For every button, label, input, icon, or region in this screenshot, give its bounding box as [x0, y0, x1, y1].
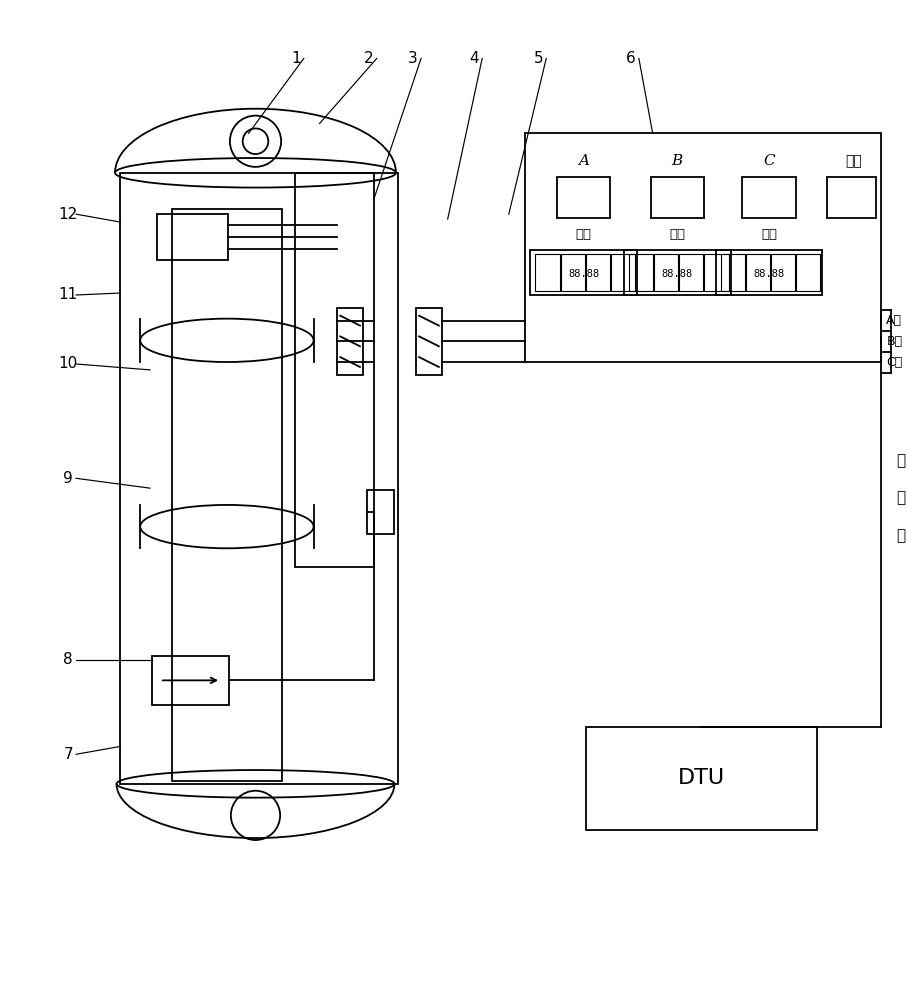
- Text: 88.88: 88.88: [662, 269, 693, 279]
- Text: 2: 2: [364, 51, 374, 66]
- Text: B相: B相: [886, 335, 902, 348]
- Text: 88.88: 88.88: [568, 269, 600, 279]
- Bar: [416, 308, 442, 375]
- Bar: [152, 656, 229, 705]
- Text: C相: C相: [886, 356, 902, 369]
- Bar: [157, 214, 228, 260]
- Bar: [171, 209, 282, 781]
- Text: A: A: [578, 154, 590, 168]
- Bar: [716, 250, 823, 295]
- Bar: [535, 254, 560, 291]
- Bar: [746, 254, 770, 291]
- Text: 12: 12: [59, 207, 78, 222]
- Text: 线: 线: [896, 528, 905, 543]
- Text: 11: 11: [59, 287, 78, 302]
- Bar: [629, 254, 653, 291]
- Bar: [366, 490, 395, 534]
- Bar: [679, 254, 704, 291]
- Text: 温度: 温度: [576, 228, 591, 241]
- Bar: [295, 173, 374, 567]
- Text: C: C: [763, 154, 775, 168]
- Bar: [561, 254, 585, 291]
- Text: A相: A相: [886, 314, 902, 327]
- Bar: [721, 254, 745, 291]
- Bar: [610, 254, 635, 291]
- Text: 7: 7: [63, 747, 73, 762]
- Bar: [742, 177, 795, 218]
- Text: B: B: [672, 154, 683, 168]
- Text: 无: 无: [896, 453, 905, 468]
- Bar: [771, 254, 795, 291]
- Text: 10: 10: [59, 356, 78, 371]
- Text: 1: 1: [291, 51, 301, 66]
- Text: 温度: 温度: [761, 228, 777, 241]
- Bar: [121, 173, 398, 784]
- Text: 3: 3: [408, 51, 418, 66]
- Text: 6: 6: [626, 51, 636, 66]
- Bar: [531, 250, 637, 295]
- Bar: [337, 308, 363, 375]
- Text: 5: 5: [533, 51, 543, 66]
- Bar: [654, 254, 678, 291]
- Bar: [650, 177, 704, 218]
- Text: 8: 8: [63, 652, 73, 667]
- Bar: [586, 727, 817, 830]
- Text: DTU: DTU: [678, 768, 725, 788]
- Bar: [705, 254, 728, 291]
- Bar: [524, 133, 882, 362]
- Text: 9: 9: [63, 471, 73, 486]
- Text: 故障: 故障: [845, 154, 863, 168]
- Bar: [624, 250, 730, 295]
- Text: 88.88: 88.88: [754, 269, 785, 279]
- Bar: [827, 177, 876, 218]
- Bar: [557, 177, 610, 218]
- Bar: [586, 254, 610, 291]
- Text: 4: 4: [470, 51, 479, 66]
- Text: 温度: 温度: [669, 228, 686, 241]
- Text: 空: 空: [896, 491, 905, 506]
- Bar: [796, 254, 820, 291]
